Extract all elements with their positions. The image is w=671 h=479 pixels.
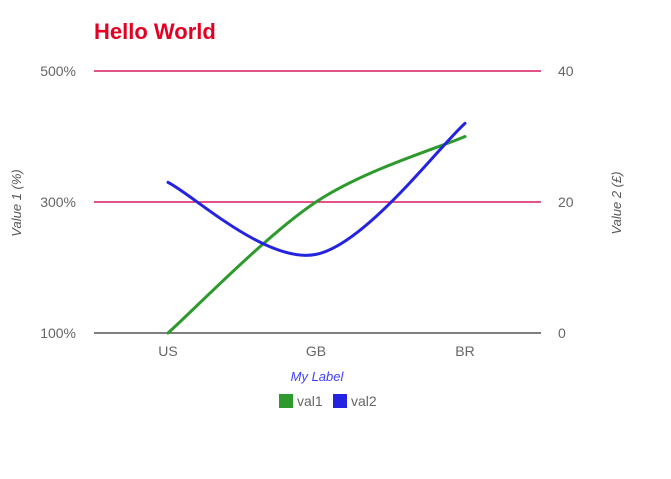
tick-labels: 100% 0 300% 20 500% 40 US GB BR bbox=[40, 63, 574, 359]
series-lines bbox=[166, 121, 467, 335]
y-axis-left-title: Value 1 (%) bbox=[9, 169, 24, 236]
x-axis-title: My Label bbox=[291, 369, 345, 384]
y-tick-right: 20 bbox=[558, 194, 574, 210]
legend-label-val1[interactable]: val1 bbox=[297, 393, 323, 409]
chart-title: Hello World bbox=[94, 19, 216, 44]
x-tick: GB bbox=[306, 343, 326, 359]
y-tick-right: 40 bbox=[558, 63, 574, 79]
series-line-val1 bbox=[166, 135, 467, 335]
y-tick-right: 0 bbox=[558, 325, 566, 341]
legend[interactable]: val1 val2 bbox=[279, 393, 377, 409]
y-axis-right-title: Value 2 (£) bbox=[609, 171, 624, 234]
legend-label-val2[interactable]: val2 bbox=[351, 393, 377, 409]
y-tick-left: 500% bbox=[40, 63, 76, 79]
series-line-val2 bbox=[166, 121, 467, 257]
x-tick: BR bbox=[455, 343, 474, 359]
x-tick: US bbox=[158, 343, 177, 359]
legend-swatch-val2[interactable] bbox=[333, 394, 347, 408]
legend-swatch-val1[interactable] bbox=[279, 394, 293, 408]
y-tick-left: 100% bbox=[40, 325, 76, 341]
y-tick-left: 300% bbox=[40, 194, 76, 210]
